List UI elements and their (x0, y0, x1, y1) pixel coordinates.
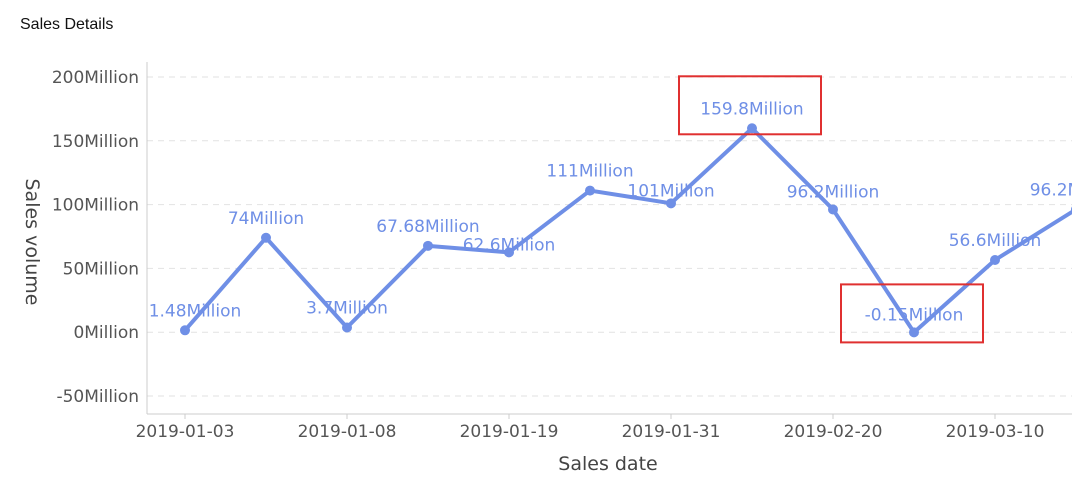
data-point (261, 232, 271, 243)
x-tick-labels: 2019-01-03 2019-01-08 2019-01-19 2019-01-31… (136, 414, 1045, 442)
y-axis-title: Sales volume (21, 179, 43, 306)
data-label: -0.15Million (865, 305, 964, 325)
data-labels: 1.48Million 74Million 3.7Million 67.68Milli… (149, 99, 1086, 325)
data-label: 56.6Million (949, 231, 1042, 251)
data-label: 74Million (228, 209, 304, 229)
data-label: 101Million (627, 181, 714, 201)
data-point (423, 240, 433, 251)
highlight-boxes (678, 75, 984, 344)
data-label: 67.68Million (376, 217, 479, 237)
data-label: 111Million (546, 162, 633, 182)
x-tick-label: 2019-03-10 (946, 422, 1045, 442)
highlight-box (840, 283, 984, 344)
y-tick-label: 0Million (73, 323, 139, 343)
data-label: 62.6Million (463, 235, 556, 255)
x-tick-label: 2019-01-19 (460, 422, 559, 442)
x-axis-title: Sales date (558, 453, 657, 475)
x-tick-label: 2019-01-03 (136, 422, 235, 442)
y-tick-labels: -50Million 0Million 50Million 100Million 150… (52, 68, 139, 407)
y-tick-label: 200Million (52, 68, 139, 88)
data-point (990, 254, 1000, 265)
sales-volume-line (183, 126, 1072, 335)
highlight-box (678, 75, 822, 136)
data-point (747, 123, 757, 134)
data-label: 96.2Million (1030, 180, 1086, 200)
data-label: 159.8Million (700, 99, 803, 119)
data-point (909, 327, 919, 338)
data-point (666, 198, 676, 209)
x-tick-label: 2019-01-31 (622, 422, 721, 442)
data-point (585, 185, 595, 196)
data-label: 96.2Million (787, 182, 880, 202)
data-points (180, 123, 1072, 338)
x-tick-label: 2019-01-08 (298, 422, 397, 442)
grid-lines (147, 76, 1072, 397)
data-label: 1.48Million (149, 301, 242, 321)
chart-title: Sales Details (20, 16, 114, 33)
y-tick-label: 100Million (52, 196, 139, 216)
y-tick-label: -50Million (56, 387, 139, 407)
data-point (504, 247, 514, 258)
data-point (342, 322, 352, 333)
data-label: 3.7Million (306, 298, 388, 318)
y-tick-label: 50Million (63, 259, 139, 279)
data-point (180, 325, 190, 336)
x-tick-label: 2019-02-20 (784, 422, 883, 442)
data-point (1071, 206, 1072, 213)
data-point (828, 204, 838, 215)
y-tick-label: 150Million (52, 132, 139, 152)
